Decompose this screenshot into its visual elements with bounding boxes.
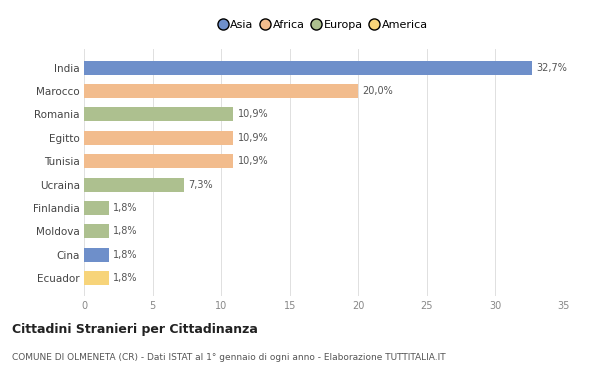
Bar: [84, 154, 233, 168]
Text: 1,8%: 1,8%: [113, 273, 137, 283]
Text: 1,8%: 1,8%: [113, 250, 137, 260]
Bar: [84, 248, 109, 262]
Bar: [84, 108, 233, 122]
Text: 1,8%: 1,8%: [113, 226, 137, 236]
Bar: [84, 61, 532, 74]
Bar: [84, 201, 109, 215]
Text: COMUNE DI OLMENETA (CR) - Dati ISTAT al 1° gennaio di ogni anno - Elaborazione T: COMUNE DI OLMENETA (CR) - Dati ISTAT al …: [12, 353, 446, 363]
Text: Cittadini Stranieri per Cittadinanza: Cittadini Stranieri per Cittadinanza: [12, 323, 258, 336]
Bar: [84, 271, 109, 285]
Text: 10,9%: 10,9%: [238, 156, 268, 166]
Text: 20,0%: 20,0%: [362, 86, 393, 96]
Text: 32,7%: 32,7%: [536, 63, 568, 73]
Bar: [84, 224, 109, 238]
Bar: [84, 131, 233, 145]
Text: 10,9%: 10,9%: [238, 133, 268, 143]
Text: 10,9%: 10,9%: [238, 109, 268, 119]
Bar: [84, 177, 184, 192]
Legend: Asia, Africa, Europa, America: Asia, Africa, Europa, America: [218, 18, 430, 32]
Text: 7,3%: 7,3%: [188, 180, 213, 190]
Text: 1,8%: 1,8%: [113, 203, 137, 213]
Bar: [84, 84, 358, 98]
